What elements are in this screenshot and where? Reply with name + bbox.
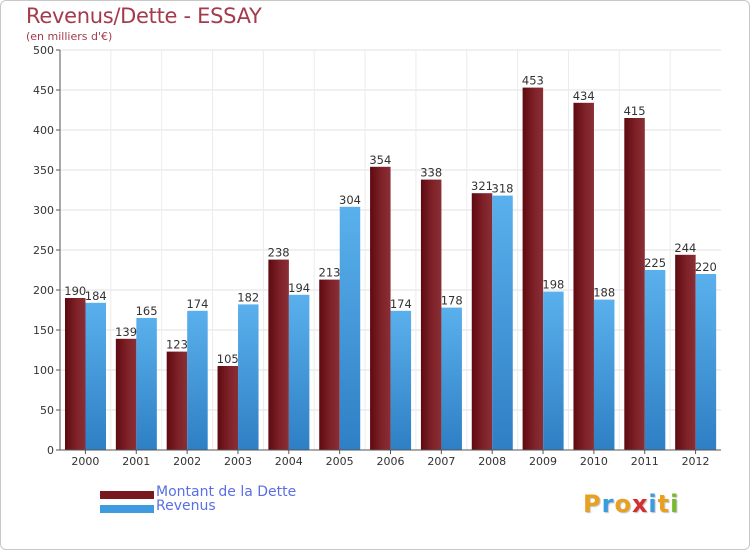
bar-revenus bbox=[85, 302, 106, 450]
logo-letter: o bbox=[614, 490, 632, 518]
y-tick-label: 500 bbox=[33, 44, 54, 57]
y-tick-label: 150 bbox=[33, 324, 54, 337]
logo-letter: x bbox=[631, 490, 649, 518]
bar-revenus bbox=[288, 294, 310, 450]
data-label-dette: 123 bbox=[166, 338, 188, 352]
chart-title: Revenus/Dette - ESSAY bbox=[26, 4, 262, 28]
legend-label-revenus: Revenus bbox=[156, 498, 216, 514]
bar-revenus bbox=[187, 310, 208, 450]
data-label-revenus: 194 bbox=[288, 281, 310, 295]
legend-swatch-dette bbox=[100, 491, 154, 499]
y-tick-label: 450 bbox=[33, 84, 54, 97]
data-label-dette: 244 bbox=[674, 241, 696, 255]
chart-subtitle: (en milliers d'€) bbox=[26, 30, 113, 43]
data-label-revenus: 304 bbox=[339, 193, 361, 207]
bar-dette bbox=[370, 166, 391, 451]
data-label-dette: 238 bbox=[268, 246, 290, 260]
proxiti-logo: Proxiti bbox=[583, 490, 679, 518]
bar-revenus bbox=[644, 270, 666, 450]
bar-dette bbox=[471, 193, 493, 450]
logo-letter: P bbox=[583, 490, 602, 518]
data-label-dette: 213 bbox=[319, 266, 341, 280]
data-label-revenus: 174 bbox=[390, 297, 412, 311]
bar-dette bbox=[166, 351, 188, 450]
bar-revenus bbox=[390, 310, 412, 450]
bar-dette bbox=[624, 118, 645, 450]
bar-revenus bbox=[136, 318, 157, 450]
bar-revenus bbox=[593, 299, 615, 450]
x-tick-label: 2004 bbox=[275, 455, 303, 468]
x-tick-label: 2001 bbox=[122, 455, 150, 468]
x-tick-label: 2006 bbox=[377, 455, 405, 468]
logo-letter: t bbox=[657, 490, 671, 518]
data-label-dette: 321 bbox=[471, 179, 493, 193]
bar-dette bbox=[420, 179, 442, 450]
x-tick-label: 2003 bbox=[224, 455, 252, 468]
bar-revenus bbox=[492, 195, 513, 450]
data-label-dette: 434 bbox=[573, 89, 595, 103]
data-label-revenus: 184 bbox=[85, 289, 107, 303]
data-label-dette: 139 bbox=[115, 325, 137, 339]
data-label-revenus: 225 bbox=[644, 256, 666, 270]
logo-letter: i bbox=[648, 490, 658, 518]
data-label-dette: 354 bbox=[369, 153, 391, 167]
x-tick-label: 2005 bbox=[326, 455, 354, 468]
y-tick-label: 250 bbox=[33, 244, 54, 257]
bar-revenus bbox=[695, 274, 717, 450]
data-label-revenus: 220 bbox=[695, 260, 717, 274]
data-label-dette: 105 bbox=[217, 352, 239, 366]
data-label-revenus: 165 bbox=[136, 304, 158, 318]
data-label-revenus: 188 bbox=[593, 286, 615, 300]
x-tick-label: 2009 bbox=[529, 455, 557, 468]
data-label-dette: 338 bbox=[420, 166, 442, 180]
y-tick-label: 100 bbox=[33, 364, 54, 377]
data-label-revenus: 178 bbox=[441, 294, 463, 308]
bar-dette bbox=[268, 259, 289, 450]
data-label-dette: 415 bbox=[624, 104, 646, 118]
bar-revenus bbox=[339, 206, 361, 450]
bar-dette bbox=[522, 87, 544, 450]
y-tick-label: 400 bbox=[33, 124, 54, 137]
x-tick-label: 2012 bbox=[682, 455, 710, 468]
x-tick-label: 2007 bbox=[427, 455, 455, 468]
data-label-dette: 190 bbox=[64, 284, 86, 298]
data-label-revenus: 174 bbox=[186, 297, 208, 311]
data-label-dette: 453 bbox=[522, 74, 544, 88]
data-label-revenus: 182 bbox=[237, 290, 259, 304]
bar-dette bbox=[675, 254, 696, 450]
bar-revenus bbox=[543, 291, 564, 450]
x-tick-label: 2000 bbox=[71, 455, 99, 468]
y-tick-label: 0 bbox=[47, 444, 54, 457]
legend-swatch-revenus bbox=[100, 505, 154, 513]
bar-revenus bbox=[441, 307, 462, 450]
y-tick-label: 200 bbox=[33, 284, 54, 297]
y-tick-label: 300 bbox=[33, 204, 54, 217]
logo-letter: r bbox=[601, 490, 615, 518]
y-tick-label: 350 bbox=[33, 164, 54, 177]
data-label-revenus: 318 bbox=[492, 182, 514, 196]
x-tick-label: 2010 bbox=[580, 455, 608, 468]
x-tick-label: 2011 bbox=[631, 455, 659, 468]
x-tick-label: 2002 bbox=[173, 455, 201, 468]
bar-revenus bbox=[238, 304, 259, 450]
bar-dette bbox=[319, 279, 340, 450]
logo-letter: i bbox=[670, 490, 680, 518]
bar-dette bbox=[217, 366, 239, 450]
bar-dette bbox=[115, 338, 137, 450]
bar-dette bbox=[573, 102, 594, 451]
y-tick-label: 50 bbox=[40, 404, 54, 417]
x-tick-label: 2008 bbox=[478, 455, 506, 468]
legend-label-dette: Montant de la Dette bbox=[156, 484, 297, 500]
bar-dette bbox=[65, 298, 86, 450]
data-label-revenus: 198 bbox=[542, 278, 564, 292]
